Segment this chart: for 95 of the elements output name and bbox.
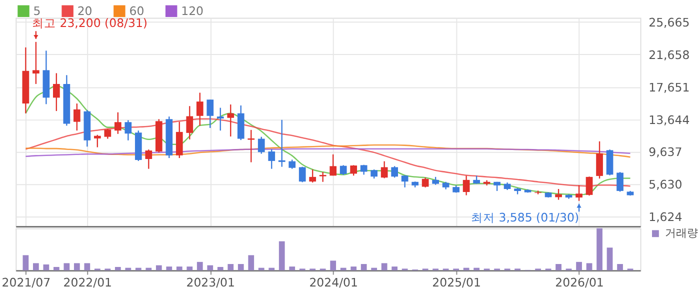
candlestick <box>380 160 388 179</box>
candlestick <box>576 184 582 202</box>
x-tick-label: 2022/01 <box>63 275 112 289</box>
candlestick <box>176 121 183 159</box>
candlestick <box>278 119 286 168</box>
candlestick <box>370 168 378 180</box>
bar <box>217 266 224 270</box>
y-tick-label: 25,665 <box>648 15 690 30</box>
bar <box>156 265 162 270</box>
bar <box>84 263 90 270</box>
bar <box>596 228 602 270</box>
bar <box>278 241 285 270</box>
bar <box>166 266 172 270</box>
bar <box>32 263 39 270</box>
bar <box>64 263 70 270</box>
bar <box>474 268 480 270</box>
bar <box>186 266 193 270</box>
y-tick-label: 5,630 <box>648 178 682 192</box>
bar <box>238 264 244 270</box>
candlestick <box>330 154 337 176</box>
bar <box>114 266 121 270</box>
candlestick <box>268 148 276 170</box>
candlestick <box>586 176 593 196</box>
candlestick <box>401 174 408 188</box>
bar <box>463 268 470 270</box>
bar <box>556 264 562 270</box>
bar <box>392 266 398 270</box>
candlestick <box>340 164 347 176</box>
candlestick <box>298 166 306 183</box>
bar <box>381 263 388 270</box>
candlestick <box>124 120 132 141</box>
candlestick <box>145 148 152 170</box>
bar <box>576 262 582 270</box>
candlestick <box>391 166 398 178</box>
y-tick-label: 17,651 <box>648 80 690 94</box>
x-tick-label: 2024/01 <box>309 275 358 289</box>
bar <box>360 264 367 270</box>
x-tick-label: 2023/01 <box>186 275 235 289</box>
candlestick <box>216 107 224 132</box>
y-tick-label: 13,644 <box>648 112 690 127</box>
legend-label: 거래량 <box>664 226 698 240</box>
bar <box>135 268 142 270</box>
candlestick <box>186 106 194 140</box>
x-tick-label: 2025/01 <box>432 275 481 289</box>
candlestick <box>73 102 80 132</box>
bar <box>248 255 254 270</box>
bar <box>330 260 336 270</box>
y-tick-label: 9,637 <box>648 145 682 160</box>
bar <box>268 268 275 270</box>
bar <box>207 265 214 270</box>
candlestick <box>350 164 358 176</box>
y-tick-label: 21,658 <box>648 48 690 62</box>
bar <box>74 263 80 270</box>
candlestick <box>258 136 265 154</box>
candlestick <box>94 134 101 148</box>
legend-label: 60 <box>129 4 144 18</box>
bar <box>289 266 296 270</box>
bar <box>125 268 132 270</box>
x-tick-label: 2026/01 <box>555 275 604 289</box>
candlestick <box>422 176 429 188</box>
candlestick <box>319 171 326 182</box>
annotation: 최저 3,585 (01/30) <box>470 210 580 224</box>
bar <box>146 268 152 270</box>
candlestick <box>309 168 316 184</box>
bar <box>350 266 357 270</box>
bar <box>53 266 60 270</box>
candlestick <box>227 104 234 138</box>
x-tick-label: 2021/07 <box>2 275 51 289</box>
candlestick <box>596 140 603 180</box>
y-tick-label: 1,624 <box>648 210 682 224</box>
candlestick <box>114 112 122 134</box>
bar <box>196 262 203 270</box>
candlestick <box>104 128 112 140</box>
bar <box>176 266 182 270</box>
bar <box>22 255 29 270</box>
candlestick <box>288 159 296 170</box>
candlestick <box>32 41 40 85</box>
legend-label: 20 <box>77 4 92 18</box>
bar <box>258 268 264 270</box>
annotation: 최고 23,200 (08/31) <box>32 16 148 30</box>
line-series <box>25 84 631 196</box>
bar <box>617 264 623 270</box>
bar <box>371 268 378 270</box>
candlestick <box>206 99 214 129</box>
candlestick <box>53 72 60 112</box>
bar <box>228 264 234 270</box>
legend-label: 120 <box>181 4 204 18</box>
candlestick <box>462 175 470 196</box>
bar <box>43 264 50 270</box>
bar <box>340 268 346 270</box>
candlestick <box>616 171 624 192</box>
bar <box>586 263 592 270</box>
candlestick <box>196 92 204 126</box>
legend-label: 5 <box>33 4 41 18</box>
bar <box>606 248 613 270</box>
